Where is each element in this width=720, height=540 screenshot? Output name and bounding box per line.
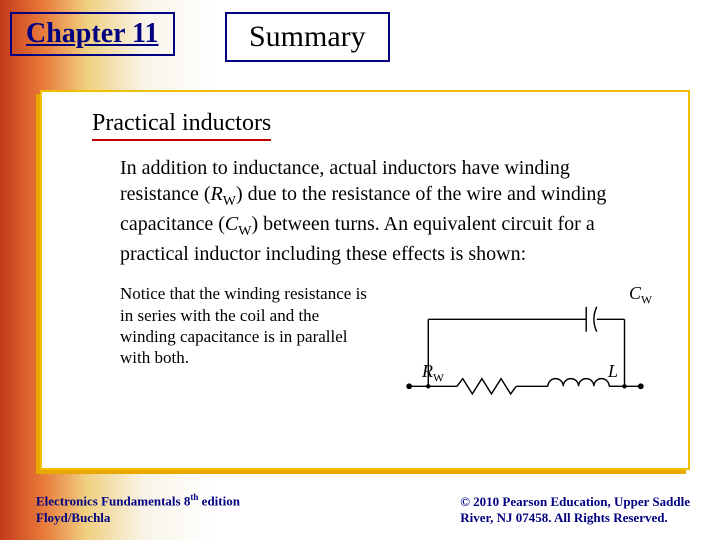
- footer-book-pre: Electronics Fundamentals 8: [36, 494, 190, 509]
- inductor-label: L: [608, 361, 618, 382]
- cw-symbol-i: C: [225, 213, 238, 235]
- note-row: Notice that the winding resistance is in…: [120, 283, 658, 413]
- footer-right: © 2010 Pearson Education, Upper Saddle R…: [460, 494, 690, 527]
- chapter-label: Chapter 11: [26, 18, 159, 49]
- footer-copyright-2: River, NJ 07458. All Rights Reserved.: [460, 510, 668, 525]
- cw-symbol-sub: W: [238, 224, 251, 239]
- resistor-label: RW: [422, 361, 444, 385]
- note-text: Notice that the winding resistance is in…: [120, 283, 370, 368]
- cw-sub: W: [641, 294, 652, 307]
- content-panel: Practical inductors In addition to induc…: [40, 90, 690, 470]
- l-i: L: [608, 361, 618, 381]
- slide: Chapter 11 Summary Practical inductors I…: [0, 0, 720, 540]
- circuit-svg: [390, 283, 658, 413]
- footer-book-post: edition: [198, 494, 240, 509]
- footer-authors: Floyd/Buchla: [36, 510, 110, 525]
- footer-copyright-1: © 2010 Pearson Education, Upper Saddle: [460, 494, 690, 509]
- summary-box: Summary: [225, 12, 390, 62]
- cw-i: C: [629, 283, 641, 303]
- rw-sub: W: [433, 372, 444, 385]
- chapter-box: Chapter 11: [10, 12, 175, 56]
- body-paragraph: In addition to inductance, actual induct…: [120, 155, 648, 267]
- rw-i: R: [422, 361, 433, 381]
- rw-symbol-sub: W: [223, 194, 236, 209]
- summary-label: Summary: [249, 20, 366, 53]
- capacitor-label: CW: [629, 283, 652, 307]
- circuit-diagram: CW RW L: [390, 283, 658, 413]
- footer-left: Electronics Fundamentals 8th edition Flo…: [36, 492, 240, 526]
- rw-symbol-i: R: [211, 183, 223, 205]
- section-title: Practical inductors: [92, 110, 271, 141]
